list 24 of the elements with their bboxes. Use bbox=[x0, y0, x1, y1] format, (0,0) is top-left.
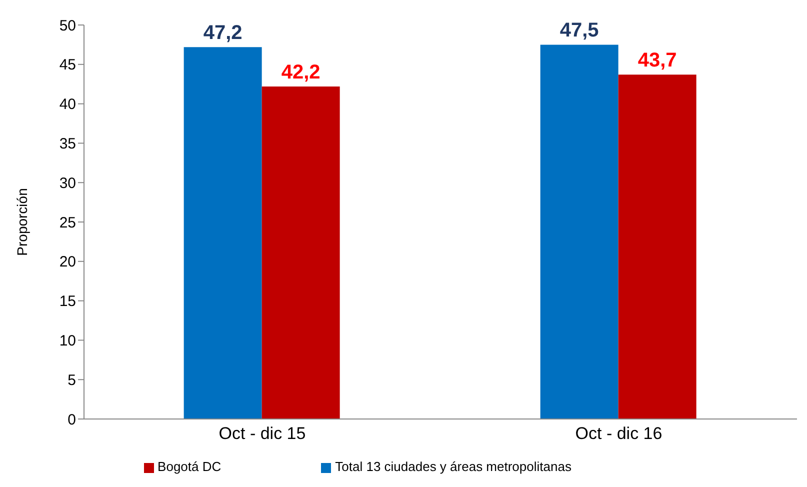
x-tick-label: Oct - dic 16 bbox=[575, 424, 662, 444]
y-tick-label: 0 bbox=[68, 411, 76, 428]
y-tick-label: 30 bbox=[59, 174, 76, 192]
data-label: 47,5 bbox=[560, 20, 599, 42]
bar bbox=[540, 44, 618, 419]
y-axis-title: Proporción bbox=[14, 188, 30, 256]
y-tick-label: 20 bbox=[59, 254, 76, 271]
y-tick-label: 45 bbox=[59, 56, 76, 74]
data-label: 47,2 bbox=[203, 22, 242, 44]
y-tick-label: 25 bbox=[59, 214, 76, 232]
y-tick-label: 35 bbox=[59, 136, 76, 153]
y-tick-label: 10 bbox=[59, 332, 76, 350]
bar bbox=[184, 47, 262, 419]
y-tick-label: 15 bbox=[59, 293, 76, 310]
x-tick-label: Oct - dic 15 bbox=[218, 424, 306, 444]
y-tick-label: 40 bbox=[59, 96, 76, 114]
bar bbox=[618, 74, 696, 419]
y-tick-label: 5 bbox=[68, 372, 76, 389]
bar bbox=[262, 86, 340, 419]
legend-label: Total 13 ciudades y áreas metropolitanas bbox=[335, 459, 572, 474]
data-label: 43,7 bbox=[638, 50, 677, 72]
data-label: 42,2 bbox=[281, 61, 320, 84]
legend-label: Bogotá DC bbox=[158, 459, 222, 474]
y-tick-label: 50 bbox=[59, 17, 76, 34]
